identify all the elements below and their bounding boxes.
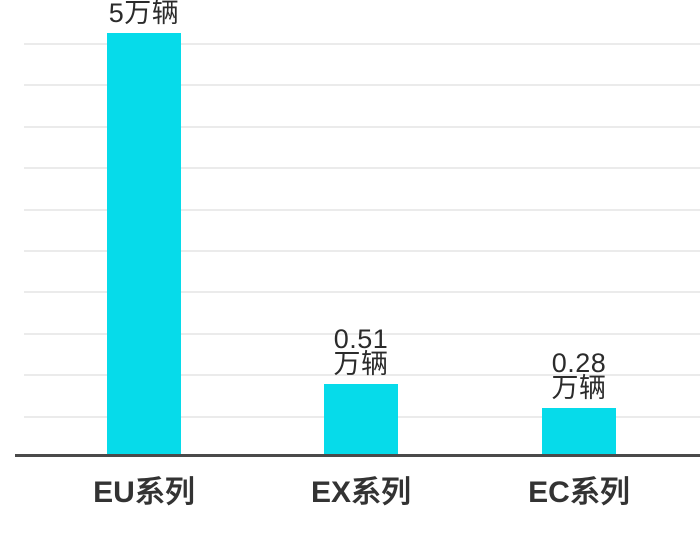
category-label-EU系列: EU系列 xyxy=(93,476,195,509)
value-label-EX系列: 0.51 万辆 xyxy=(271,324,451,379)
category-label-EC系列: EC系列 xyxy=(528,476,630,509)
gridline xyxy=(24,126,700,128)
gridline xyxy=(24,250,700,252)
x-axis-line xyxy=(15,454,700,457)
value-label-line: 万辆 xyxy=(333,349,389,379)
gridline xyxy=(24,333,700,335)
gridline xyxy=(24,209,700,211)
value-label-line: 5万辆 xyxy=(108,0,180,28)
value-label-EC系列: 0.28 万辆 xyxy=(489,348,669,403)
gridline xyxy=(24,374,700,376)
bar-EX系列 xyxy=(324,384,398,454)
value-label-EU系列: 5万辆 xyxy=(54,0,234,28)
gridline xyxy=(24,43,700,45)
bar-EC系列 xyxy=(542,408,616,454)
value-label-line: 万辆 xyxy=(551,373,607,403)
bar-EU系列 xyxy=(107,33,181,454)
gridline xyxy=(24,84,700,86)
value-label-line: 0.51 xyxy=(333,324,389,354)
value-label-line: 0.28 xyxy=(551,348,607,378)
category-label-EX系列: EX系列 xyxy=(310,476,412,509)
gridline xyxy=(24,291,700,293)
gridline xyxy=(24,167,700,169)
